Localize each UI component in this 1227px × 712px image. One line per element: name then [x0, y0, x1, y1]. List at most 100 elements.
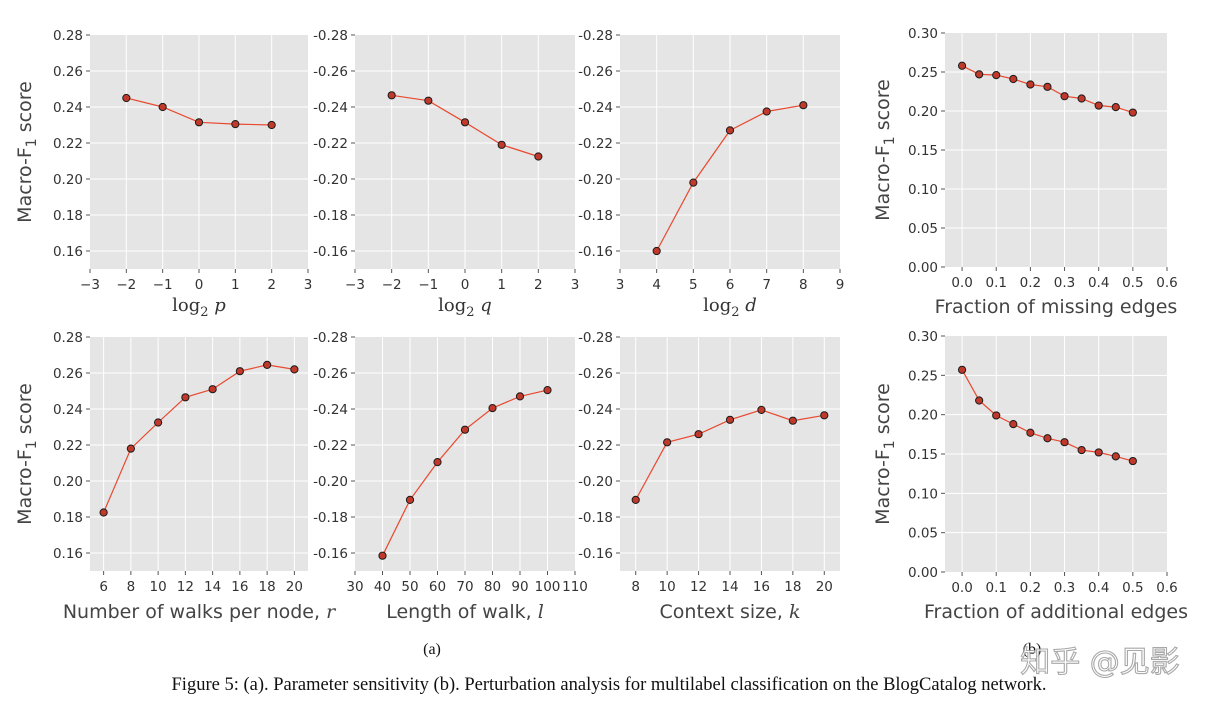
data-point: [1111, 103, 1120, 112]
x-tick-label: 10: [150, 579, 167, 595]
x-tick-label: 0.1: [985, 580, 1006, 596]
y-tick-label: 0.15: [908, 143, 938, 159]
data-point: [1094, 101, 1103, 110]
data-point: [975, 70, 984, 79]
x-tick-label: 0.5: [1122, 580, 1143, 596]
x-tick-label: 0.6: [1156, 275, 1177, 291]
y-tick-label: 0.00: [908, 260, 938, 276]
data-point: [757, 405, 766, 414]
data-point: [515, 392, 525, 401]
y-tick-label: 0.10: [908, 182, 938, 198]
data-point: [154, 418, 163, 427]
y-tick-label: -0.26: [578, 64, 613, 80]
data-point: [1026, 428, 1035, 437]
data-point: [1060, 92, 1069, 101]
y-tick-label: 0.22: [53, 136, 83, 152]
data-point: [992, 71, 1001, 80]
x-tick-label: 90: [511, 579, 528, 595]
data-point: [194, 118, 204, 127]
data-point: [290, 365, 299, 374]
data-point: [820, 411, 829, 420]
data-point: [1128, 108, 1137, 117]
y-tick-label: -0.22: [313, 136, 348, 152]
x-tick-label: 20: [816, 579, 833, 595]
x-tick-label: 100: [535, 579, 561, 595]
y-tick-label: -0.18: [578, 208, 613, 224]
y-tick-label: 0.20: [908, 104, 938, 120]
x-tick-label: 10: [659, 579, 676, 595]
data-point: [387, 91, 396, 100]
y-tick-label: -0.24: [578, 402, 613, 418]
y-tick-label: 0.05: [908, 526, 938, 542]
data-point: [799, 101, 808, 110]
y-tick-label: -0.20: [313, 474, 348, 490]
x-tick-label: 12: [690, 579, 707, 595]
y-tick-label: 0.00: [908, 565, 938, 581]
y-tick-label: 0.28: [53, 28, 83, 44]
x-tick-label: 18: [784, 579, 801, 595]
series-line: [103, 364, 295, 513]
y-tick-label: 0.28: [53, 330, 83, 346]
data-point: [975, 396, 984, 405]
data-point: [378, 551, 387, 560]
y-tick-label: 0.18: [53, 510, 83, 526]
y-tick-label: -0.26: [313, 366, 348, 382]
x-tick-label: −2: [382, 277, 402, 293]
y-tick-label: -0.26: [313, 64, 348, 80]
y-tick-label: 0.15: [908, 447, 938, 463]
x-axis-label: log2 q: [438, 295, 492, 320]
data-point: [235, 367, 244, 376]
x-tick-label: 0.5: [1122, 275, 1143, 291]
y-tick-label: 0.18: [53, 208, 83, 224]
x-tick-label: 14: [721, 579, 738, 595]
data-point: [122, 93, 131, 103]
y-tick-label: 0.22: [53, 438, 83, 454]
x-tick-label: 0.6: [1156, 580, 1177, 596]
y-tick-label: -0.22: [578, 136, 613, 152]
x-tick-label: 20: [286, 579, 303, 595]
x-tick-label: 2: [534, 277, 543, 293]
y-tick-label: 0.16: [53, 244, 83, 260]
x-axis-label: Fraction of additional edges: [924, 601, 1188, 623]
data-point: [1043, 82, 1052, 91]
data-point: [263, 360, 272, 369]
data-point: [992, 411, 1001, 420]
x-tick-label: −1: [418, 277, 438, 293]
x-tick-label: −1: [153, 277, 173, 293]
y-tick-label: -0.20: [313, 172, 348, 188]
data-point: [1009, 74, 1018, 84]
x-tick-label: 16: [231, 579, 248, 595]
y-tick-label: -0.24: [313, 402, 348, 418]
data-point: [957, 365, 967, 374]
subfigure-b-label: (b): [1023, 641, 1042, 658]
x-axis-label: Fraction of missing edges: [935, 296, 1178, 318]
y-tick-label: 0.24: [53, 100, 83, 116]
y-tick-label: -0.28: [578, 28, 613, 44]
data-point: [1077, 445, 1086, 455]
x-axis-label: Context size, k: [660, 601, 801, 623]
data-point: [405, 495, 415, 504]
data-point: [631, 495, 640, 504]
data-point: [725, 415, 735, 424]
charts-layer: −3 −2 −1 0 1 2 30.160.180.200.220.240.260.28lo…: [14, 26, 1188, 623]
x-tick-label: 0.4: [1088, 275, 1109, 291]
chart-r: 6 8 10 12 14 16 18 20 0.16 0.18 0.20 0.22 0.24 0.26 0.…: [14, 330, 337, 623]
x-axis-label: log2 p: [172, 295, 226, 320]
x-tick-label: 110: [562, 579, 588, 595]
chart-missing: 0.0 0.1 0.2 0.3 0.4 0.5 0.6 0.00 0.05 0.10 0.15 0.2…: [872, 26, 1178, 318]
data-point: [488, 404, 497, 413]
y-tick-label: 0.26: [53, 366, 83, 382]
data-point: [957, 61, 967, 70]
data-point: [1009, 420, 1018, 429]
y-tick-label: 0.30: [908, 26, 938, 42]
x-axis-label: log2 d: [703, 295, 757, 320]
x-tick-label: 0.3: [1054, 580, 1075, 596]
x-tick-label: 9: [836, 277, 845, 293]
data-point: [208, 385, 217, 394]
x-tick-label: 14: [204, 579, 221, 595]
y-tick-label: -0.16: [313, 546, 348, 562]
figure-caption: Figure 5: (a). Parameter sensitivity (b)…: [172, 675, 1047, 695]
y-tick-label: -0.26: [578, 366, 613, 382]
data-point: [762, 107, 771, 116]
